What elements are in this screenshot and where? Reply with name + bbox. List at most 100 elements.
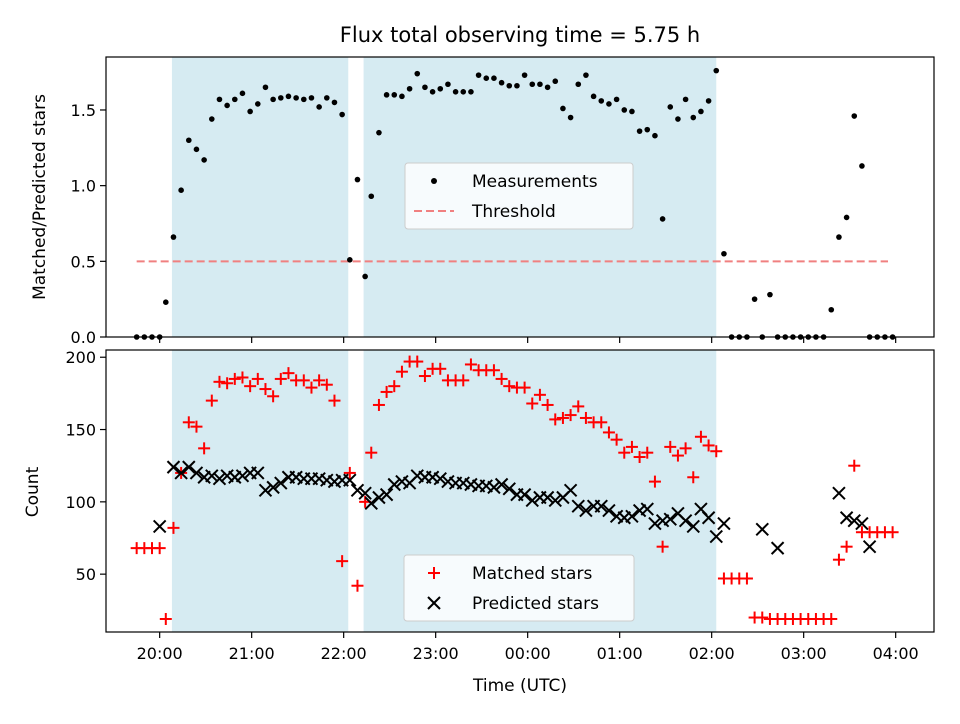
matched-stars-point (564, 409, 577, 422)
bottom-y-axis-label: Count (23, 466, 43, 517)
predicted-stars-point (433, 472, 447, 486)
matched-stars-point (464, 358, 477, 371)
measurements-point (316, 104, 322, 110)
measurements-point (460, 89, 467, 95)
measurements-point (293, 95, 299, 101)
measurements-point (751, 296, 758, 302)
measurements-point (613, 96, 620, 103)
matched-stars-point (388, 380, 401, 393)
matched-stars-point (610, 433, 623, 446)
top-legend: Measurements Threshold (404, 162, 634, 230)
predicted-stars-point (251, 466, 265, 480)
x-tick-label: 20:00 (137, 644, 183, 663)
predicted-stars-point (487, 480, 501, 495)
predicted-stars-point (364, 496, 378, 510)
measurements-point (452, 89, 459, 95)
legend-predicted-marker (427, 596, 441, 610)
predicted-stars-point (571, 499, 585, 513)
measurements-point (575, 81, 582, 88)
top-shaded-interval (171, 57, 349, 337)
predicted-stars-point (517, 487, 532, 502)
measurements-point (178, 187, 184, 193)
measurements-point (437, 85, 444, 92)
predicted-stars-point (855, 516, 869, 531)
predicted-stars-point (602, 503, 616, 518)
matched-stars-point (395, 365, 408, 378)
matched-stars-point (664, 440, 677, 453)
top-panel: 0.0 0.5 1.0 1.5 (71, 56, 935, 347)
predicted-stars-point (678, 513, 693, 528)
x-tick-label: 23:00 (413, 644, 459, 663)
bottom-y-tick-label: 200 (65, 348, 96, 367)
measurements-point (186, 137, 192, 144)
bottom-y-tick-label: 150 (65, 421, 96, 440)
measurements-point (239, 90, 246, 97)
measurements-point (552, 78, 559, 85)
measurements-point (475, 72, 482, 78)
matched-stars-point (282, 367, 295, 380)
measurements-point (232, 96, 238, 103)
top-legend-box (404, 162, 634, 230)
measurements-point (667, 104, 674, 110)
predicted-stars-point (358, 486, 372, 500)
x-tick-label: 03:00 (781, 644, 827, 663)
measurements-point (828, 306, 835, 313)
measurements-point (721, 250, 727, 257)
matched-stars-point (679, 442, 692, 455)
matched-stars-point (411, 355, 424, 368)
measurements-point (270, 96, 276, 103)
matched-stars-point (526, 397, 539, 410)
matched-stars-point (487, 364, 500, 377)
bottom-legend: Matched stars Predicted stars (403, 554, 635, 622)
matched-stars-point (236, 371, 249, 384)
measurements-point (851, 113, 858, 119)
matched-stars-point (618, 446, 631, 459)
measurements-point (544, 84, 551, 91)
matched-stars-point (228, 372, 241, 385)
measurements-point (644, 126, 651, 133)
x-tick-label: 22:00 (321, 644, 367, 663)
predicted-stars-point (832, 486, 846, 500)
measurements-point (529, 81, 536, 88)
measurements-point (682, 96, 689, 103)
bottom-y-tick-label: 50 (76, 565, 96, 584)
legend-measurements-marker (431, 178, 437, 184)
chart-title: Flux total observing time = 5.75 h (340, 23, 700, 47)
top-y-axis-label: Matched/Predicted stars (30, 94, 50, 300)
predicted-stars-point (862, 539, 877, 554)
measurements-point (606, 101, 612, 107)
matched-stars-point (541, 398, 554, 411)
predicted-stars-point (770, 541, 785, 555)
measurements-point (308, 95, 315, 101)
measurements-point (859, 163, 865, 169)
predicted-stars-point (839, 511, 854, 525)
predicted-stars-point (174, 466, 188, 480)
measurements-point (422, 84, 428, 91)
predicted-stars-point (350, 483, 365, 497)
predicted-stars-point (372, 490, 386, 505)
predicted-stars-point (212, 472, 227, 486)
matched-stars-point (641, 446, 654, 459)
matched-stars-point (625, 440, 638, 453)
legend-matched-marker (428, 567, 440, 579)
matched-stars-point (213, 375, 226, 388)
measurements-point (368, 193, 375, 200)
predicted-stars-point (152, 519, 167, 534)
matched-stars-point (274, 372, 287, 385)
predicted-stars-point (205, 469, 219, 483)
measurements-point (201, 157, 207, 163)
top-y-tick-label: 0.5 (71, 252, 96, 271)
measurements-point (598, 98, 605, 104)
top-y-tick-label: 0.0 (71, 328, 96, 347)
matched-stars-point (457, 374, 470, 387)
measurements-point (262, 84, 269, 91)
predicted-stars-point (579, 503, 593, 518)
matched-stars-point (365, 446, 378, 459)
matched-stars-point (297, 374, 310, 387)
predicted-stars-point (701, 511, 716, 525)
x-tick-label: 00:00 (505, 644, 551, 663)
matched-stars-point (740, 572, 753, 585)
matched-stars-point (848, 459, 861, 472)
x-tick-label: 04:00 (873, 644, 919, 663)
